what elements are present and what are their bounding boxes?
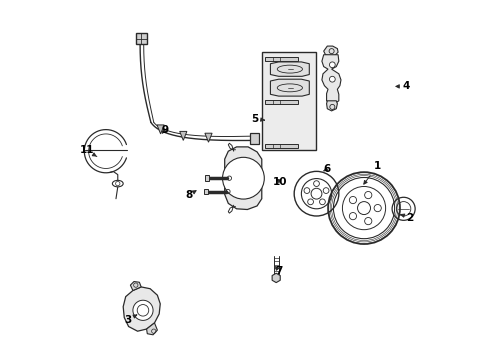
Text: 9: 9 [162, 125, 168, 135]
Polygon shape [270, 62, 309, 76]
Text: 3: 3 [123, 315, 137, 325]
Text: 2: 2 [400, 213, 413, 223]
Polygon shape [224, 147, 261, 210]
Text: 1: 1 [363, 161, 381, 184]
Bar [204, 189, 208, 194]
Bar [249, 133, 258, 144]
Text: 5: 5 [251, 114, 264, 124]
Polygon shape [261, 52, 316, 150]
Polygon shape [323, 46, 337, 57]
Circle shape [329, 76, 335, 82]
Polygon shape [271, 273, 280, 283]
Text: 10: 10 [273, 177, 287, 187]
Text: 6: 6 [322, 164, 329, 174]
Polygon shape [326, 101, 337, 111]
Text: 8: 8 [184, 190, 196, 200]
Polygon shape [321, 55, 340, 104]
Polygon shape [179, 131, 186, 140]
Polygon shape [130, 282, 141, 291]
Polygon shape [146, 323, 157, 335]
Ellipse shape [112, 180, 123, 187]
Polygon shape [270, 79, 309, 96]
Circle shape [133, 300, 153, 320]
Polygon shape [204, 133, 212, 142]
Text: 11: 11 [80, 145, 97, 157]
Bar [204, 175, 209, 181]
Bar [265, 57, 297, 61]
Bar [265, 100, 297, 104]
Bar [136, 33, 146, 44]
Polygon shape [157, 125, 164, 134]
Circle shape [329, 62, 335, 68]
Polygon shape [123, 287, 160, 331]
Text: 7: 7 [274, 266, 282, 276]
Circle shape [222, 157, 264, 199]
Text: 4: 4 [395, 81, 409, 91]
Bar [265, 144, 297, 148]
